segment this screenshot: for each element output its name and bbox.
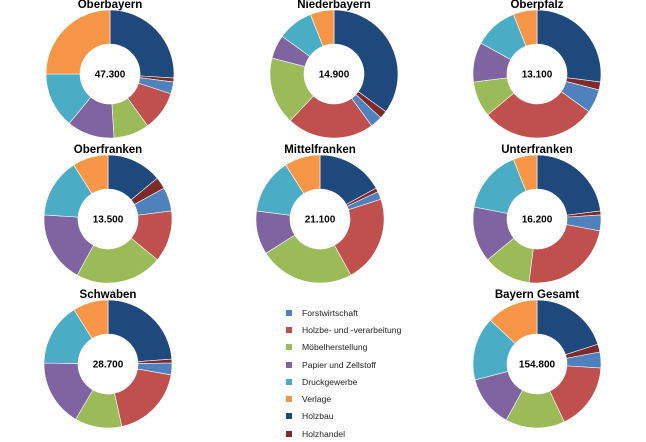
legend-swatch (286, 326, 292, 333)
donut-center-total: 154.800 (519, 360, 556, 371)
chart-title: Oberbayern (77, 0, 143, 11)
donut-slice-verlage (310, 9, 335, 47)
donut-slice-verlage (285, 154, 321, 195)
legend-item-holzbe-und-verarbeitung: Holzbe- und -verarbeitung (286, 321, 436, 338)
donut-svg: 13.100 (472, 9, 602, 139)
legend-label: Papier und Zellstoff (302, 359, 376, 370)
donut-chart-niederbayern: Niederbayern 14.900 (234, 0, 434, 145)
legend-swatch (286, 309, 292, 316)
legend-label: Verlage (302, 394, 332, 405)
legend-swatch (286, 361, 292, 368)
donut-slice-verlage (489, 299, 538, 344)
donut-svg: 21.100 (255, 154, 385, 284)
donut-center-total: 21.100 (305, 215, 336, 226)
donut-slice-holzbau (109, 9, 175, 79)
legend-swatch (286, 378, 292, 385)
donut-chart-oberfranken: Oberfranken 13.500 (8, 144, 208, 290)
chart-title: Oberfranken (73, 144, 143, 156)
donut-slice-holzbau (536, 9, 602, 83)
donut-svg: 14.900 (269, 9, 399, 139)
donut-slice-holzbau (333, 9, 399, 113)
legend-item-papier-und-zellstoff: Papier und Zellstoff (286, 356, 436, 373)
donut-center-total: 13.500 (93, 215, 124, 226)
donut-slice-moebelherstellung (265, 234, 352, 284)
legend-label: Forstwirtschaft (302, 307, 358, 318)
legend-label: Möbelherstellung (302, 342, 368, 353)
chart-title: Oberpfalz (510, 0, 564, 11)
legend-item-forstwirtschaft: Forstwirtschaft (286, 304, 436, 321)
donut-slice-holzbe-und-verarbeitung (487, 91, 590, 139)
donut-slice-verlage (45, 9, 111, 75)
chart-title: Mittelfranken (284, 144, 356, 156)
legend-swatch (286, 344, 292, 351)
donut-chart-bayern-gesamt: Bayern Gesamt 154.800 (437, 289, 637, 430)
donut-chart-oberbayern: Oberbayern 47.300 (10, 0, 210, 145)
donut-slice-holzbau (536, 299, 599, 356)
donut-slice-holzbe-und-verarbeitung (114, 368, 172, 427)
legend-item-verlage: Verlage (286, 390, 436, 407)
donut-svg: 16.200 (472, 154, 602, 284)
donut-svg: 13.500 (43, 154, 173, 284)
donut-slice-verlage (513, 154, 538, 192)
chart-title: Schwaben (79, 289, 137, 301)
donut-svg: 28.700 (43, 299, 173, 429)
legend-swatch (286, 430, 292, 437)
donut-chart-schwaben: Schwaben 28.700 (8, 289, 208, 430)
legend-item-moebelherstellung: Möbelherstellung (286, 339, 436, 356)
legend-swatch (286, 413, 292, 420)
donut-chart-unterfranken: Unterfranken 16.200 (437, 144, 637, 290)
legend-label: Druckgewerbe (302, 376, 358, 387)
chart-title: Unterfranken (501, 144, 573, 156)
chart-legend: Forstwirtschaft Holzbe- und -verarbeitun… (286, 304, 436, 442)
legend-label: Holzbau (302, 411, 334, 422)
donut-slice-holzbau (107, 299, 173, 362)
donut-center-total: 14.900 (319, 70, 350, 81)
chart-title: Bayern Gesamt (494, 289, 580, 301)
donut-center-total: 13.100 (522, 70, 553, 81)
donut-center-total: 16.200 (522, 215, 553, 226)
donut-svg: 47.300 (45, 9, 175, 139)
legend-item-holzbau: Holzbau (286, 408, 436, 425)
legend-item-holzhandel: Holzhandel (286, 425, 436, 442)
donut-chart-oberpfalz: Oberpfalz 13.100 (437, 0, 637, 145)
donut-slice-verlage (73, 154, 109, 195)
legend-swatch (286, 396, 292, 403)
legend-label: Holzhandel (302, 428, 345, 439)
donut-slice-holzbau (536, 154, 601, 216)
donut-chart-mittelfranken: Mittelfranken 21.100 (220, 144, 420, 290)
donut-slice-verlage (513, 9, 538, 47)
donut-center-total: 28.700 (93, 360, 124, 371)
donut-slice-verlage (73, 299, 109, 339)
chart-title: Niederbayern (297, 0, 371, 11)
legend-item-druckgewerbe: Druckgewerbe (286, 373, 436, 390)
donut-slice-holzbe-und-verarbeitung (528, 224, 601, 284)
donut-svg: 154.800 (472, 299, 602, 429)
legend-label: Holzbe- und -verarbeitung (302, 324, 402, 335)
donut-center-total: 47.300 (95, 70, 126, 81)
